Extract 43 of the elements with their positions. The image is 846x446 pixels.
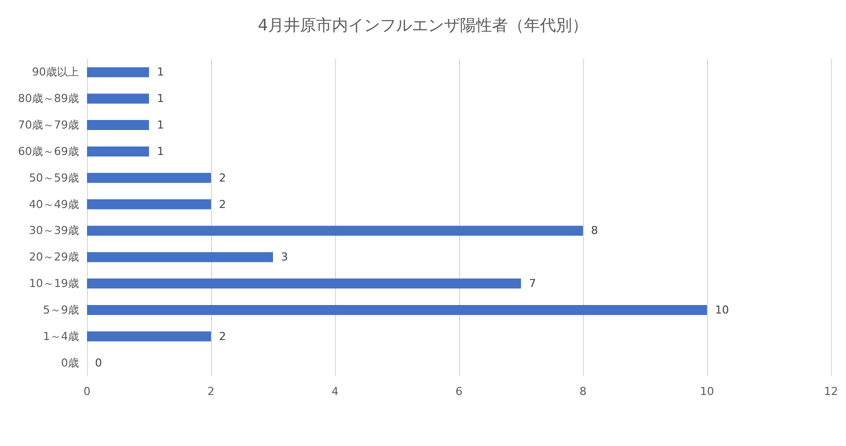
x-tick-label: 0 — [84, 385, 90, 398]
bar — [87, 252, 273, 262]
y-tick-label: 60歳～69歳 — [18, 144, 79, 158]
x-tick-label: 8 — [580, 385, 586, 398]
data-label: 2 — [219, 171, 226, 184]
data-label: 2 — [219, 198, 226, 211]
data-label: 7 — [529, 277, 536, 290]
y-tick-label: 0歳 — [61, 356, 79, 370]
data-label: 8 — [591, 224, 598, 238]
bar — [87, 172, 211, 183]
bar — [87, 94, 149, 104]
data-label: 2 — [219, 330, 226, 343]
data-label: 1 — [157, 118, 164, 132]
data-label: 1 — [157, 144, 164, 158]
y-tick-label: 50～59歳 — [29, 171, 79, 184]
data-label: 1 — [157, 92, 164, 106]
bar — [87, 226, 583, 236]
y-tick-label: 10～19歳 — [29, 277, 79, 290]
y-tick-label: 30～39歳 — [29, 224, 79, 238]
bar — [87, 278, 521, 289]
data-label: 0 — [95, 356, 102, 370]
y-tick-label: 40～49歳 — [29, 198, 79, 211]
bar — [87, 331, 211, 342]
data-label: 10 — [715, 303, 729, 316]
y-tick-label: 1～4歳 — [43, 330, 79, 343]
y-tick-label: 90歳以上 — [32, 66, 79, 79]
data-label: 1 — [157, 66, 164, 79]
bar — [87, 199, 211, 210]
data-label: 3 — [281, 250, 288, 264]
y-tick-label: 70歳～79歳 — [18, 118, 79, 132]
bar — [87, 67, 149, 78]
x-tick-label: 2 — [208, 385, 214, 398]
chart-title: 4月井原市内インフルエンザ陽性者（年代別） — [258, 16, 588, 34]
y-tick-label: 80歳～89歳 — [18, 92, 79, 106]
y-tick-label: 20～29歳 — [29, 250, 79, 264]
x-tick-label: 10 — [700, 385, 714, 398]
bar — [87, 120, 149, 130]
x-tick-label: 6 — [456, 385, 462, 398]
bar — [87, 146, 149, 156]
y-tick-label: 5～9歳 — [43, 303, 79, 316]
bar — [87, 304, 707, 315]
x-tick-label: 12 — [824, 385, 838, 398]
x-tick-label: 4 — [332, 385, 338, 398]
